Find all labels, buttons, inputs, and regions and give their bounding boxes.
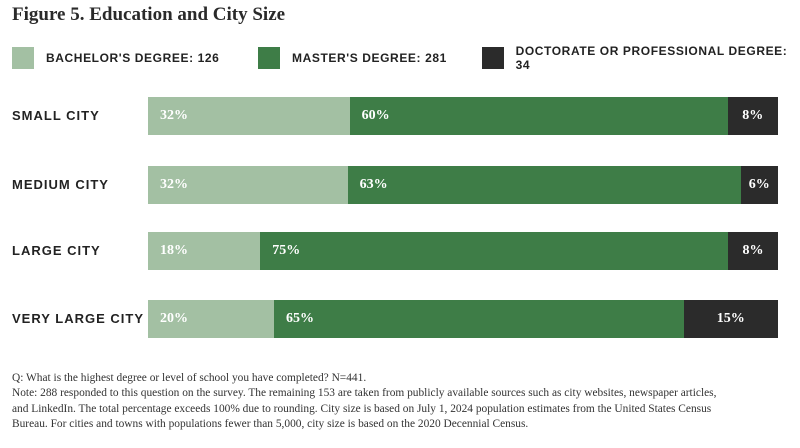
legend-item-bachelor: BACHELOR'S DEGREE: 126	[12, 46, 219, 70]
legend-swatch-bachelor	[12, 47, 34, 69]
data-label-master: 75%	[272, 243, 301, 258]
bar-segment-doctorate	[727, 97, 778, 135]
bar-segment-master	[274, 300, 684, 338]
row-label: VERY LARGE CITY	[12, 311, 145, 326]
data-label-doctorate: 6%	[748, 177, 770, 192]
data-label-master: 60%	[361, 108, 390, 123]
legend-label-master: MASTER'S DEGREE: 281	[292, 51, 447, 65]
data-label-master: 65%	[286, 311, 314, 326]
row-label: LARGE CITY	[12, 243, 101, 258]
legend-item-doctorate: DOCTORATE OR PROFESSIONAL DEGREE: 34	[482, 44, 800, 72]
data-label-doctorate: 8%	[742, 108, 764, 123]
note-line-2: and LinkedIn. The total percentage excee…	[12, 402, 712, 415]
data-label-bachelor: 18%	[160, 243, 188, 258]
bar-segment-doctorate	[728, 232, 778, 270]
bar-segment-bachelor	[148, 166, 348, 204]
data-label-bachelor: 32%	[160, 108, 188, 123]
bar-segment-bachelor	[148, 97, 350, 135]
data-label-doctorate: 15%	[716, 311, 745, 326]
bar-segment-master	[349, 97, 728, 135]
row-label: MEDIUM CITY	[12, 177, 109, 192]
legend-label-doctorate: DOCTORATE OR PROFESSIONAL DEGREE: 34	[515, 44, 788, 72]
legend-item-master: MASTER'S DEGREE: 281	[258, 46, 447, 70]
legend-swatch-doctorate	[482, 47, 504, 69]
data-label-bachelor: 32%	[160, 177, 188, 192]
chart-title: Figure 5. Education and City Size	[12, 4, 286, 25]
note-line-1: Note: 288 responded to this question on …	[12, 387, 717, 400]
note-line-3: Bureau. For cities and towns with popula…	[12, 418, 529, 431]
bar-segment-doctorate	[683, 300, 778, 338]
question-note: Q: What is the highest degree or level o…	[12, 372, 367, 384]
data-label-bachelor: 20%	[160, 311, 188, 326]
legend-swatch-master	[258, 47, 280, 69]
bar-segment-bachelor	[148, 300, 274, 338]
data-label-doctorate: 8%	[742, 243, 764, 258]
data-label-master: 63%	[359, 177, 388, 192]
footnotes: Q: What is the highest degree or level o…	[12, 371, 787, 433]
legend-label-bachelor: BACHELOR'S DEGREE: 126	[46, 51, 220, 65]
row-label: SMALL CITY	[12, 108, 100, 123]
bar-segment-doctorate	[740, 166, 778, 204]
bar-segment-bachelor	[148, 232, 261, 270]
bar-segment-master	[260, 232, 729, 270]
bar-segment-master	[347, 166, 741, 204]
